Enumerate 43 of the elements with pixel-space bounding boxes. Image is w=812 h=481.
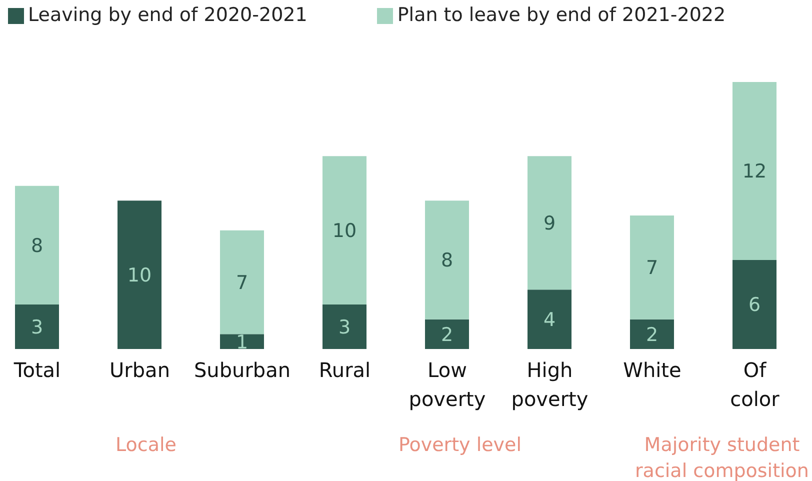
x-tick-label: High poverty xyxy=(511,358,588,411)
bar xyxy=(15,186,59,304)
data-label: 3 xyxy=(30,316,44,338)
data-label: 2 xyxy=(440,324,454,346)
data-label: 7 xyxy=(236,272,248,294)
legend-label: Leaving by end of 2020-2021 xyxy=(28,4,308,26)
x-tick-label: White xyxy=(623,358,682,382)
bar xyxy=(630,216,674,320)
data-label: 7 xyxy=(646,257,658,280)
x-tick-label: Rural xyxy=(318,358,371,382)
text: Poverty level xyxy=(397,433,523,458)
text: Majority student racial composition xyxy=(634,433,810,481)
data-label: 3 xyxy=(338,316,351,338)
x-tick-label: Low poverty xyxy=(408,358,486,411)
bar xyxy=(425,200,469,320)
bar xyxy=(630,319,674,349)
data-label: 9 xyxy=(543,212,556,235)
bar xyxy=(118,200,162,349)
bar xyxy=(220,230,264,334)
bar xyxy=(220,334,264,349)
bar xyxy=(732,260,776,349)
x-tick-label: Suburban xyxy=(194,358,291,382)
data-label: 2 xyxy=(646,324,658,346)
text: Locale xyxy=(114,433,178,458)
data-label: 10 xyxy=(332,220,357,242)
data-label: 12 xyxy=(742,160,767,183)
bar xyxy=(322,304,366,349)
bar xyxy=(15,304,59,349)
x-tick-label: Total xyxy=(12,358,61,382)
legend-label: Plan to leave by end of 2021-2022 xyxy=(397,4,726,26)
x-tick-label: Urban xyxy=(110,358,170,382)
bar xyxy=(425,319,469,349)
x-tick-label: Of color xyxy=(730,358,780,411)
bar xyxy=(732,82,776,260)
data-label: 8 xyxy=(30,234,44,257)
data-label: 10 xyxy=(127,264,152,287)
data-label: 6 xyxy=(748,294,761,316)
data-label: 4 xyxy=(543,309,556,332)
bar xyxy=(528,290,572,349)
bar xyxy=(528,156,572,290)
data-label: 1 xyxy=(236,331,248,354)
data-label: 8 xyxy=(440,250,454,272)
bar xyxy=(322,156,366,304)
